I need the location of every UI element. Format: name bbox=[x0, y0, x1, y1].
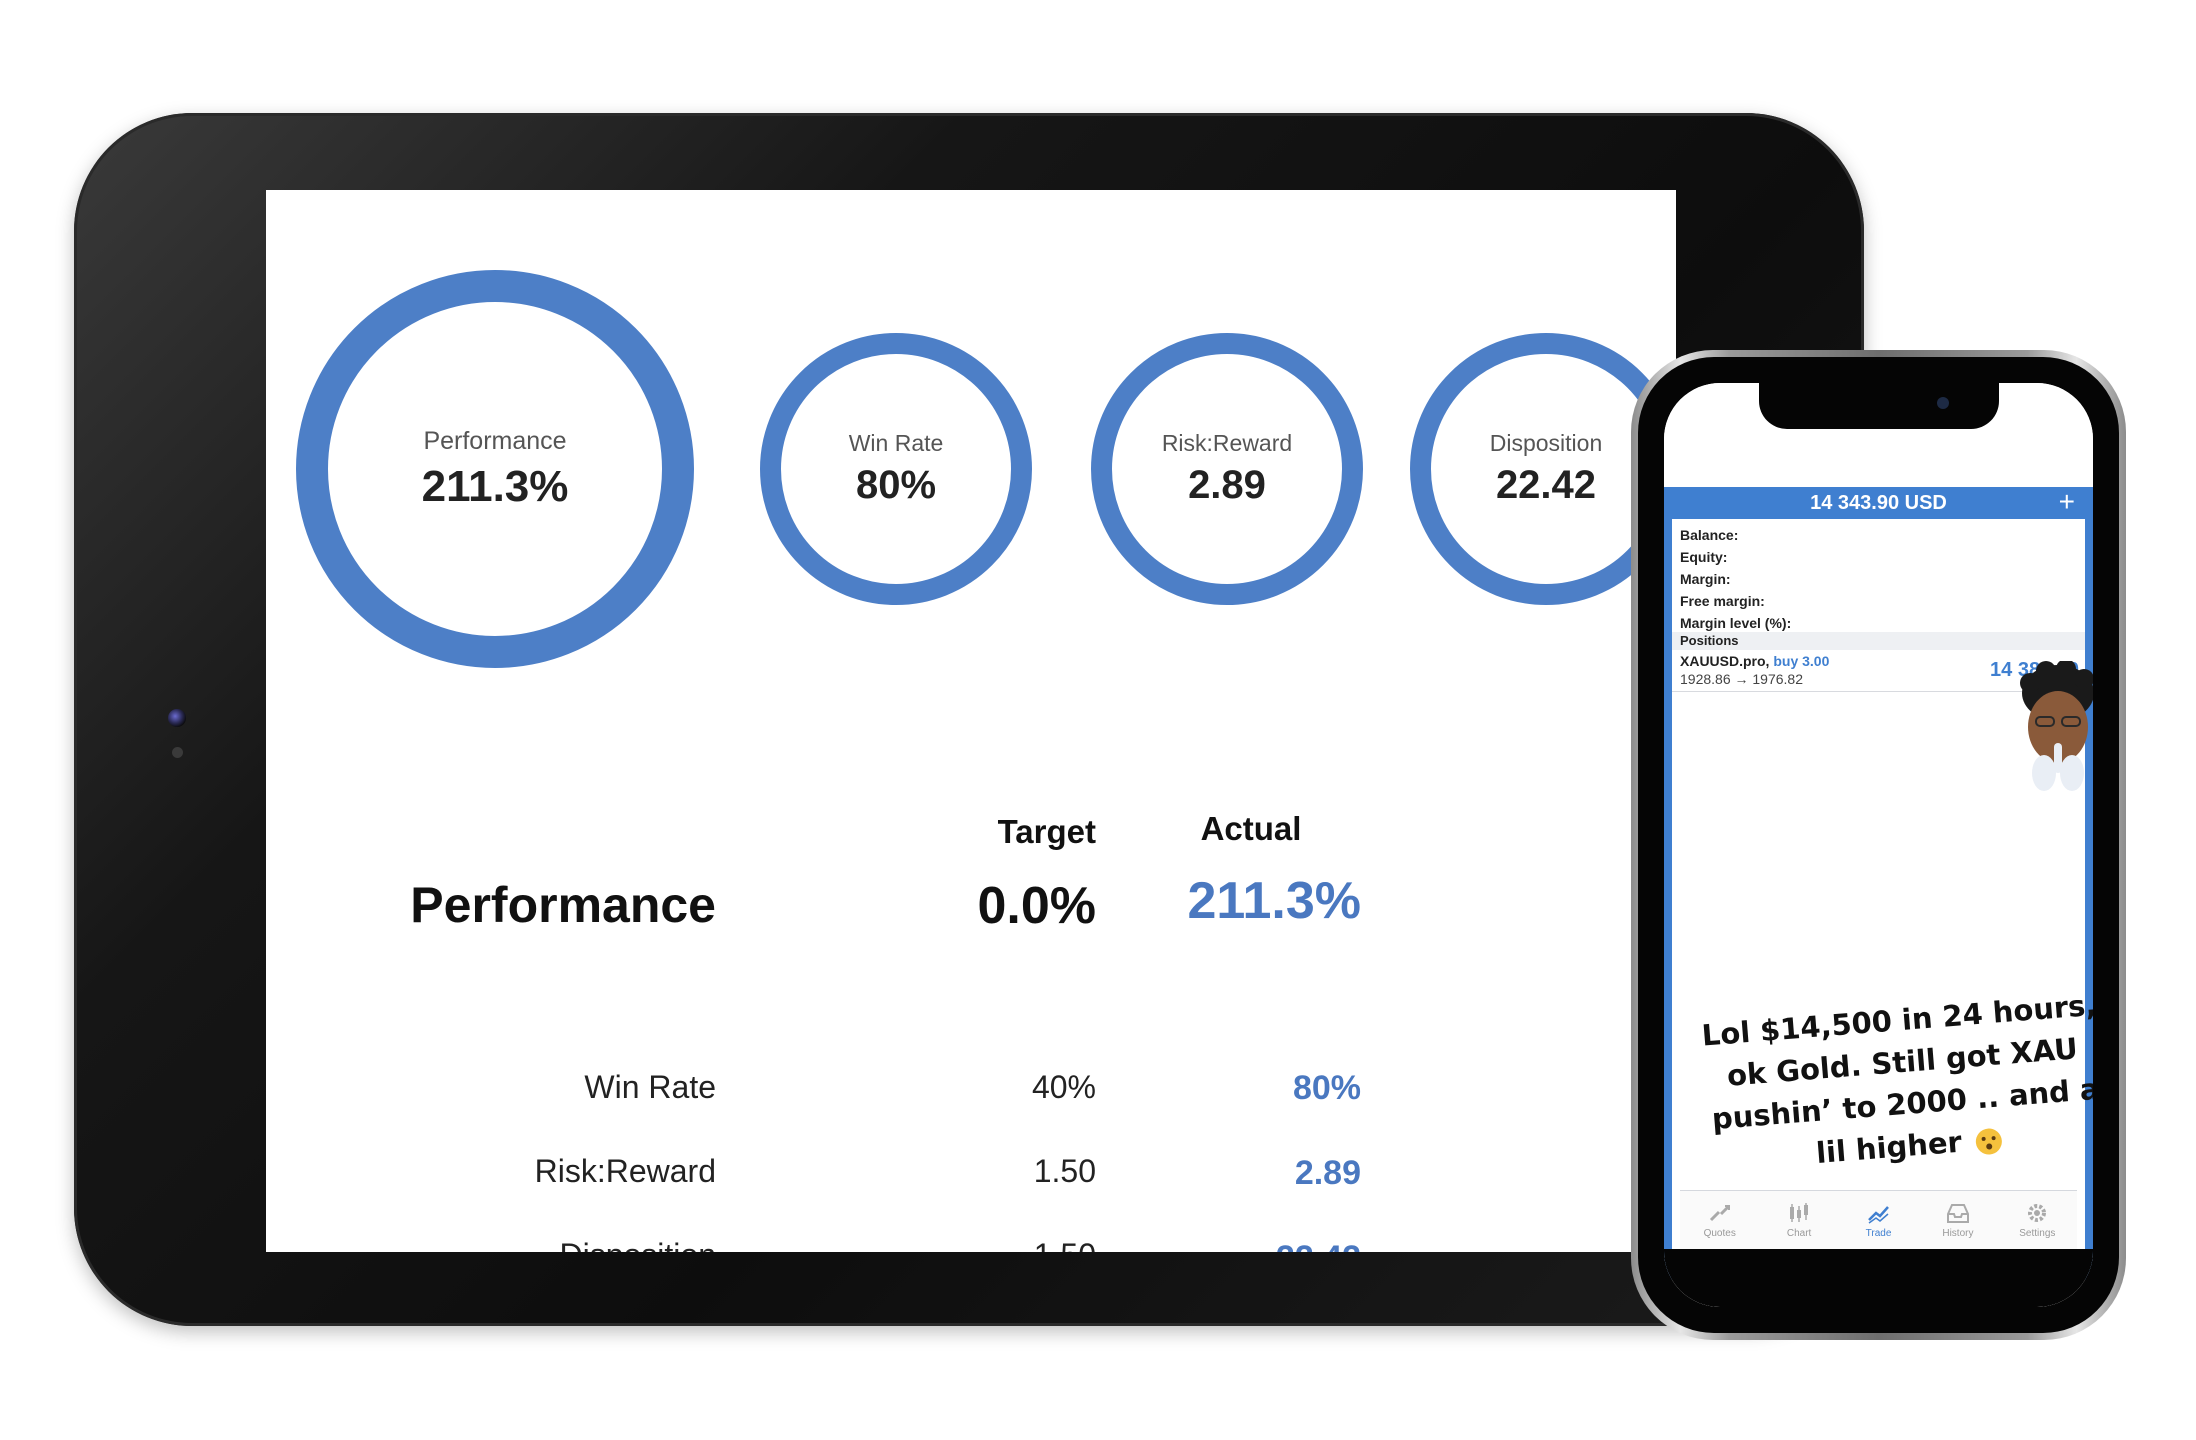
gauge-value: 2.89 bbox=[1188, 463, 1266, 507]
phone-screen: 14 343.90 USD + Balance: Equity: Margin:… bbox=[1664, 383, 2093, 1307]
position-symbol[interactable]: XAUUSD.pro, buy 3.00 bbox=[1680, 653, 1829, 669]
gauge-value: 211.3% bbox=[421, 461, 569, 511]
win-rate-row-label: Win Rate bbox=[584, 1069, 716, 1105]
tab-label: Chart bbox=[1786, 1227, 1812, 1239]
disposition-actual-value: 22.42 bbox=[1166, 1239, 1361, 1252]
positions-header: Positions bbox=[1672, 632, 2085, 650]
risk-reward-gauge: Risk:Reward 2.89 bbox=[1091, 333, 1363, 605]
win-rate-target-value: 40% bbox=[1031, 1069, 1096, 1105]
gauge-label: Disposition bbox=[1489, 430, 1603, 456]
shushing-face-emoji-icon bbox=[1974, 1127, 2003, 1156]
story-caption: Lol $14,500 in 24 hours, ok Gold. Still … bbox=[1688, 983, 2093, 1183]
tab-settings[interactable]: Settings bbox=[1998, 1202, 2077, 1239]
free-margin-label: Free margin: bbox=[1680, 593, 1765, 609]
trade-panel: Balance: Equity: Margin: Free margin: Ma… bbox=[1664, 519, 2093, 1307]
position-symbol-text: XAUUSD.pro, bbox=[1680, 653, 1770, 669]
tab-history[interactable]: History bbox=[1918, 1202, 1997, 1239]
position-side: buy 3.00 bbox=[1773, 653, 1830, 669]
gauge-value: 22.42 bbox=[1495, 463, 1597, 507]
risk-reward-row-label: Risk:Reward bbox=[534, 1153, 716, 1189]
column-header-target: Target bbox=[997, 813, 1096, 850]
bottom-tab-bar: Quotes Chart bbox=[1680, 1190, 2077, 1249]
tab-label: Settings bbox=[2019, 1227, 2056, 1239]
divider bbox=[1672, 691, 2085, 692]
gauge-value: 80% bbox=[855, 463, 937, 507]
phone-bezel: 14 343.90 USD + Balance: Equity: Margin:… bbox=[1638, 357, 2119, 1333]
home-indicator-area bbox=[1664, 1249, 2093, 1307]
win-rate-actual-value: 80% bbox=[1292, 1069, 1361, 1107]
gauge-label: Performance bbox=[423, 426, 567, 455]
position-prices: 1928.86 → 1976.82 bbox=[1680, 671, 1803, 687]
gear-icon bbox=[2028, 1203, 2047, 1222]
front-camera-icon bbox=[1936, 397, 1949, 409]
tab-quotes[interactable]: Quotes bbox=[1680, 1202, 1759, 1239]
memoji-avatar-icon bbox=[2020, 661, 2093, 791]
trade-icon bbox=[1867, 1205, 1889, 1224]
column-header-actual: Actual bbox=[1200, 810, 1302, 847]
plus-icon[interactable]: + bbox=[2058, 486, 2075, 517]
performance-target-value: 0.0% bbox=[977, 877, 1096, 935]
header-balance: 14 343.90 USD bbox=[1810, 492, 1947, 514]
phone-notch bbox=[1758, 383, 1999, 429]
tablet-screen: Performance 211.3% Win Rate 80% Risk:Rew… bbox=[266, 190, 1676, 1252]
candlestick-chart-icon bbox=[1790, 1202, 1809, 1222]
performance-row-label: Performance bbox=[410, 877, 716, 933]
equity-label: Equity: bbox=[1680, 549, 1728, 565]
performance-gauge: Performance 211.3% bbox=[296, 270, 694, 668]
tab-label: History bbox=[1942, 1227, 1974, 1239]
margin-label: Margin: bbox=[1680, 571, 1731, 587]
balance-label: Balance: bbox=[1680, 527, 1739, 543]
caption-text: Lol $14,500 in 24 hours, ok Gold. Still … bbox=[1700, 987, 2093, 1171]
tab-chart[interactable]: Chart bbox=[1759, 1202, 1838, 1239]
risk-reward-target-value: 1.50 bbox=[1033, 1153, 1096, 1189]
tablet-camera-icon bbox=[168, 709, 186, 727]
phone-device: 14 343.90 USD + Balance: Equity: Margin:… bbox=[1631, 350, 2126, 1340]
tablet-device: Performance 211.3% Win Rate 80% Risk:Rew… bbox=[74, 113, 1864, 1326]
gauge-label: Risk:Reward bbox=[1161, 430, 1293, 456]
disposition-target-value: 1.50 bbox=[916, 1237, 1096, 1252]
win-rate-gauge: Win Rate 80% bbox=[760, 333, 1032, 605]
quotes-icon bbox=[1709, 1204, 1730, 1221]
history-inbox-icon bbox=[1946, 1203, 1969, 1223]
performance-actual-value: 211.3% bbox=[1187, 872, 1362, 930]
risk-reward-actual-value: 2.89 bbox=[1294, 1154, 1361, 1192]
tab-trade[interactable]: Trade bbox=[1839, 1202, 1918, 1239]
disposition-row-label: Disposition bbox=[306, 1237, 716, 1252]
tablet-sensor bbox=[172, 747, 183, 758]
tab-label: Quotes bbox=[1703, 1227, 1736, 1239]
gauge-label: Win Rate bbox=[848, 430, 944, 456]
tab-label: Trade bbox=[1865, 1227, 1892, 1239]
balance-header: 14 343.90 USD + bbox=[1664, 487, 2093, 519]
margin-level-label: Margin level (%): bbox=[1680, 615, 1792, 631]
